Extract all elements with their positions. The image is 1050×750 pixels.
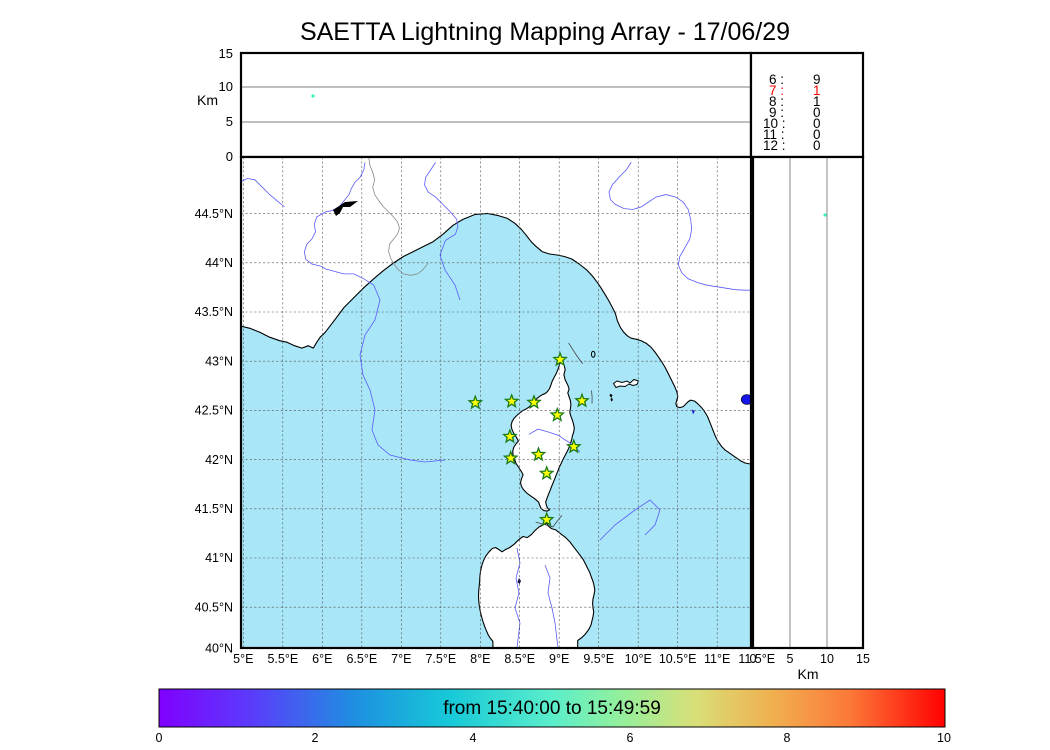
svg-text:44°N: 44°N	[205, 256, 233, 270]
svg-text:40°N: 40°N	[205, 642, 233, 656]
svg-text:9.5°E: 9.5°E	[583, 652, 614, 666]
svg-text:8: 8	[784, 731, 791, 745]
svg-text:43°N: 43°N	[205, 354, 233, 368]
svg-text:0: 0	[813, 138, 821, 153]
svg-text:5°E: 5°E	[233, 652, 253, 666]
svg-text:10: 10	[937, 731, 951, 745]
svg-text:9°E: 9°E	[549, 652, 569, 666]
svg-text:11°E: 11°E	[704, 652, 730, 666]
svg-text:42.5°N: 42.5°N	[195, 404, 233, 418]
svg-text:7.5°E: 7.5°E	[425, 652, 456, 666]
svg-text:8.5°E: 8.5°E	[504, 652, 535, 666]
svg-text:from 15:40:00 to 15:49:59: from 15:40:00 to 15:49:59	[443, 698, 661, 719]
svg-text:5: 5	[787, 652, 794, 666]
svg-text:12 :: 12 :	[763, 138, 786, 153]
svg-text:41°N: 41°N	[205, 551, 233, 565]
svg-text:7°E: 7°E	[391, 652, 411, 666]
svg-text:5.5°E: 5.5°E	[267, 652, 298, 666]
svg-text:42°N: 42°N	[205, 453, 233, 467]
svg-text:10°E: 10°E	[625, 652, 652, 666]
svg-text:10: 10	[820, 652, 834, 666]
svg-text:41.5°N: 41.5°N	[195, 502, 233, 516]
svg-text:SAETTA Lightning Mapping Array: SAETTA Lightning Mapping Array - 17/06/2…	[300, 18, 790, 46]
svg-text:4: 4	[470, 731, 477, 745]
svg-text:8°E: 8°E	[470, 652, 490, 666]
svg-text:2: 2	[312, 731, 319, 745]
svg-text:6°E: 6°E	[312, 652, 332, 666]
svg-text:0: 0	[156, 731, 163, 745]
svg-text:15: 15	[856, 652, 870, 666]
svg-text:6: 6	[627, 731, 634, 745]
svg-text:6.5°E: 6.5°E	[346, 652, 377, 666]
svg-text:40.5°N: 40.5°N	[195, 600, 233, 614]
svg-text:44.5°N: 44.5°N	[195, 207, 233, 221]
svg-text:15: 15	[219, 46, 233, 61]
svg-text:5: 5	[226, 114, 233, 129]
svg-text:43.5°N: 43.5°N	[195, 305, 233, 319]
svg-text:Km: Km	[798, 666, 819, 682]
svg-text:11.5°E: 11.5°E	[738, 652, 775, 666]
svg-text:Km: Km	[197, 92, 218, 108]
svg-text:10.5°E: 10.5°E	[659, 652, 697, 666]
svg-text:0: 0	[226, 149, 233, 164]
svg-text:10: 10	[219, 79, 233, 94]
